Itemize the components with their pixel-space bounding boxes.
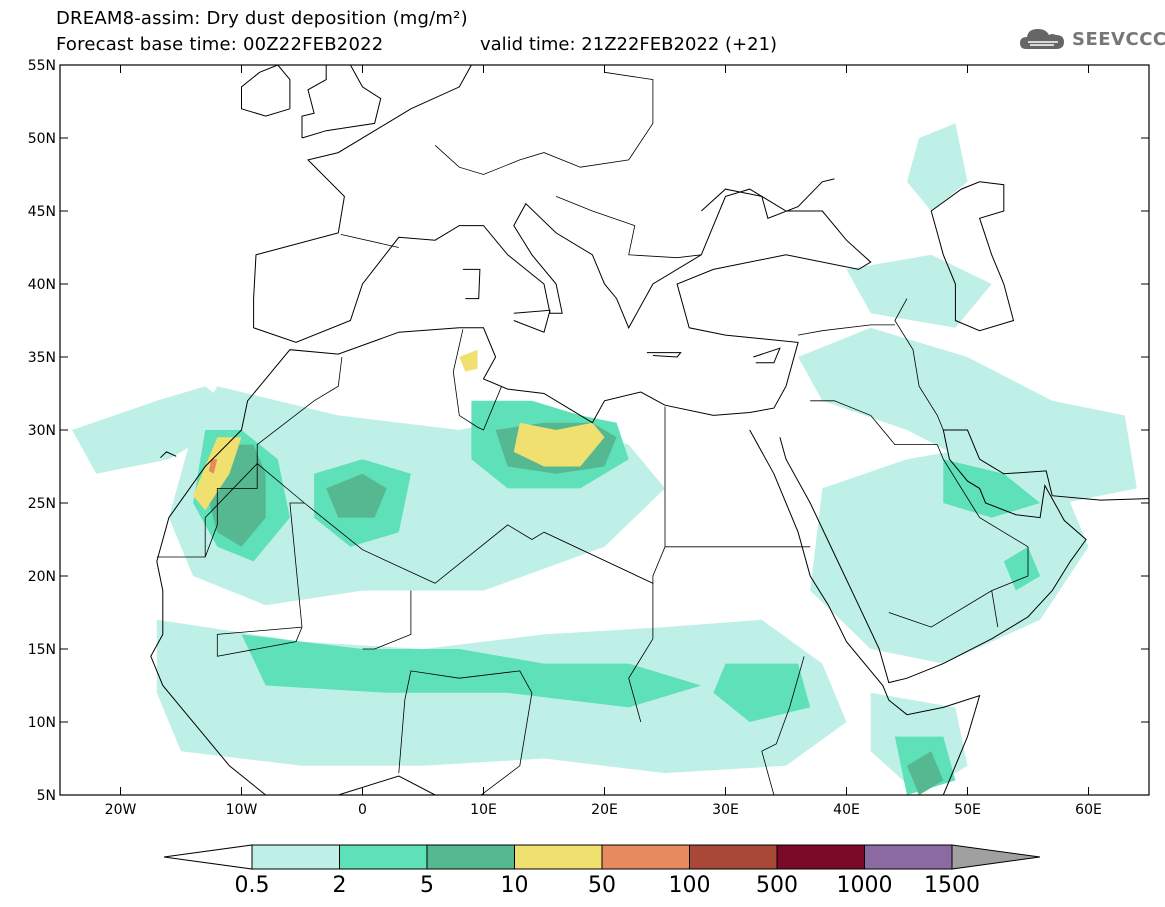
anatolia-deposition [846, 254, 992, 328]
sudan-chad [628, 638, 654, 723]
lon-tick-label: 0 [358, 802, 367, 818]
balkan-borders [555, 196, 702, 259]
colorbar-box [339, 844, 428, 870]
lon-tick-label: 40E [833, 802, 860, 818]
saudi-borders [810, 400, 1029, 628]
persian-gulf-inner [943, 459, 1041, 518]
colorbar-label: 500 [756, 873, 798, 898]
sahel-inner-1 [241, 634, 702, 708]
libya-10 [513, 422, 605, 467]
seevccc-logo: SEEVCCC [1018, 25, 1165, 53]
caspian-coast [930, 181, 1015, 332]
lat-tick-label: 15N [28, 642, 56, 658]
colorbar: 0.5 2 5 10 50 100 500 1000 1500 [163, 844, 1041, 898]
lon-tick-label: 10W [226, 802, 258, 818]
lon-tick-label: 20E [591, 802, 618, 818]
mauritania-algeria [256, 463, 666, 584]
colorbar-label: 0.5 [235, 873, 270, 898]
somalia-5 [907, 751, 944, 795]
deposition-shading [72, 123, 1137, 795]
colorbar-label: 1000 [837, 873, 893, 898]
lat-tick-label: 55N [28, 58, 56, 74]
lat-tick-label: 50N [28, 131, 56, 147]
tunisia-10 [459, 349, 478, 372]
colorbar-box [689, 844, 778, 870]
valid-time: valid time: 21Z22FEB2022 (+21) [480, 34, 778, 55]
lat-tick-label: 30N [28, 423, 56, 439]
lat-tick-label: 25N [28, 496, 56, 512]
lat-tick-label: 20N [28, 569, 56, 585]
crete [646, 352, 682, 358]
algeria-morocco [256, 356, 343, 464]
ethiopia-sudan [761, 656, 805, 795]
ireland-coast [241, 65, 291, 117]
atlantic-deposition [72, 386, 242, 474]
colorbar-box [776, 844, 865, 870]
black-sea-north [700, 178, 835, 219]
colorbar-label: 10 [501, 873, 529, 898]
colorbar-label: 100 [669, 873, 711, 898]
sudan-inner [713, 663, 811, 722]
western-sahara [156, 462, 258, 558]
lat-tick-label: 40N [28, 277, 56, 293]
colorbar-label: 5 [420, 873, 434, 898]
africa-gulf-coast [265, 775, 438, 795]
africa-north-coast [156, 65, 872, 562]
algeria-5 [326, 473, 387, 518]
lon-tick-label: 30E [712, 802, 739, 818]
lat-tick-label: 10N [28, 715, 56, 731]
colorbar-box [426, 844, 515, 870]
libya-chad [543, 531, 654, 639]
tunisia-libya [452, 329, 502, 431]
britain-coast [301, 65, 382, 139]
iraq-iran [894, 298, 944, 431]
country-borders [156, 71, 1029, 795]
mali-niger [362, 590, 412, 650]
colorbar-label: 2 [333, 873, 347, 898]
forecast-base-time: Forecast base time: 00Z22FEB2022 [56, 34, 384, 55]
coastlines [150, 65, 1149, 795]
europe-borders-2 [340, 234, 399, 248]
red-sea-west-coast [749, 429, 981, 795]
italy-sicily [513, 309, 551, 333]
lon-tick-label: 60E [1075, 802, 1102, 818]
lon-tick-label: 10E [470, 802, 497, 818]
caspian-deposition [907, 123, 968, 211]
canary-islands [160, 451, 177, 459]
sardinia [462, 268, 481, 300]
iran-iraq-deposition [798, 327, 1137, 503]
cloud-logo-icon [1020, 29, 1064, 49]
colorbar-box [514, 844, 603, 870]
cyprus [753, 347, 781, 364]
mauritania-mali [216, 502, 305, 657]
colorbar-low-arrow [163, 844, 253, 870]
europe-borders-1 [434, 71, 654, 175]
map-title: DREAM8-assim: Dry dust deposition (mg/m²… [56, 8, 468, 29]
colorbar-label: 50 [588, 873, 616, 898]
arabia-coast [779, 429, 1149, 684]
logo-text: SEEVCCC [1072, 28, 1165, 50]
colorbar-box [601, 844, 690, 870]
africa-west-coast [150, 561, 267, 795]
morocco-10 [193, 437, 242, 511]
morocco-50 [208, 459, 218, 474]
lat-tick-label: 5N [37, 788, 56, 804]
oman-inner [1003, 546, 1041, 591]
colorbar-box [251, 844, 340, 870]
colorbar-box [864, 844, 953, 870]
lat-tick-label: 45N [28, 204, 56, 220]
lat-tick-label: 35N [28, 350, 56, 366]
nigeria-border [398, 670, 533, 795]
lon-tick-label: 50E [954, 802, 981, 818]
colorbar-label: 1500 [924, 873, 980, 898]
turkey-syria [798, 324, 895, 336]
axis-ticks: 20W 10W 0 10E 20E 30E 40E 50E 60E 55N 50N 45N 40N 35N… [28, 58, 1149, 818]
yemen-oman [991, 590, 999, 628]
colorbar-high-arrow [951, 844, 1041, 870]
lon-tick-label: 20W [105, 802, 137, 818]
